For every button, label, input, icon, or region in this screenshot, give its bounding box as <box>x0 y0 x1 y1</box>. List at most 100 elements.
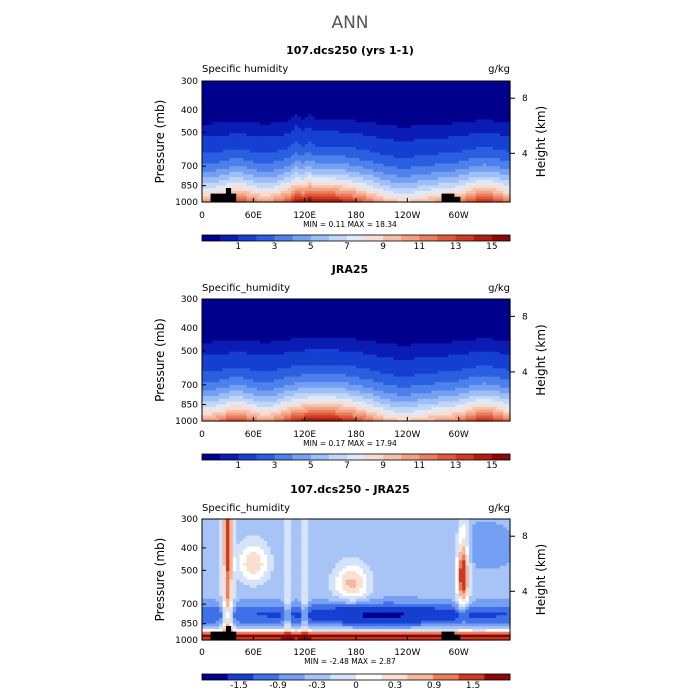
heatmap-cell <box>482 94 487 99</box>
heatmap-cell <box>492 89 497 93</box>
heatmap-cell <box>349 105 354 110</box>
heatmap-cell <box>273 83 278 88</box>
heatmap-cell <box>208 105 213 110</box>
heatmap-cell <box>503 133 508 137</box>
heatmap-cell <box>475 125 480 129</box>
heatmap-cell <box>325 136 330 140</box>
heatmap-cell <box>236 100 241 104</box>
heatmap-cell <box>373 133 378 137</box>
heatmap-cell <box>297 119 302 123</box>
heatmap-cell <box>386 81 391 85</box>
heatmap-cell <box>379 119 384 123</box>
heatmap-cell <box>335 125 340 129</box>
heatmap-cell <box>290 100 295 104</box>
heatmap-cell <box>414 103 419 107</box>
heatmap-cell <box>219 108 224 112</box>
heatmap-cell <box>212 97 217 101</box>
heatmap-cell <box>410 114 415 118</box>
heatmap-cell <box>373 89 378 93</box>
heatmap-cell <box>280 94 285 99</box>
heatmap-cell <box>400 116 405 121</box>
heatmap-cell <box>441 141 446 145</box>
heatmap-cell <box>314 111 319 115</box>
heatmap-cell <box>410 119 415 123</box>
heatmap-cell <box>475 108 480 112</box>
heatmap-cell <box>465 100 470 104</box>
heatmap-cell <box>506 119 511 123</box>
heatmap-cell <box>294 127 299 132</box>
heatmap-cell <box>455 125 460 129</box>
heatmap-cell <box>236 122 241 126</box>
heatmap-cell <box>342 147 347 151</box>
heatmap-cell <box>400 119 405 123</box>
heatmap-cell <box>332 141 337 145</box>
heatmap-cell <box>482 92 487 96</box>
heatmap-cell <box>499 136 504 140</box>
heatmap-cell <box>366 144 371 148</box>
heatmap-cell <box>468 100 473 104</box>
heatmap-cell <box>503 136 508 140</box>
heatmap-cell <box>458 122 463 126</box>
heatmap-cell <box>359 119 364 123</box>
heatmap-cell <box>260 144 265 148</box>
colorbar-swatch <box>473 235 493 241</box>
heatmap-cell <box>434 122 439 126</box>
heatmap-cell <box>462 133 467 137</box>
heatmap-cell <box>314 105 319 110</box>
heatmap-cell <box>225 125 230 129</box>
heatmap-cell <box>390 136 395 140</box>
heatmap-cell <box>486 119 491 123</box>
heatmap-cell <box>284 119 289 123</box>
heatmap-cell <box>290 111 295 115</box>
heatmap-cell <box>277 147 282 151</box>
heatmap-cell <box>489 103 494 107</box>
heatmap-cell <box>475 116 480 121</box>
heatmap-cell <box>225 114 230 118</box>
heatmap-cell <box>290 116 295 121</box>
heatmap-cell <box>222 105 227 110</box>
heatmap-cell <box>342 86 347 90</box>
heatmap-cell <box>294 94 299 99</box>
heatmap-cell <box>486 122 491 126</box>
heatmap-cell <box>393 114 398 118</box>
heatmap-cell <box>311 103 316 107</box>
heatmap-cell <box>202 114 207 118</box>
heatmap-cell <box>280 119 285 123</box>
heatmap-cell <box>219 103 224 107</box>
heatmap-cell <box>434 114 439 118</box>
heatmap-cell <box>448 116 453 121</box>
heatmap-cell <box>455 138 460 143</box>
heatmap-cell <box>294 116 299 121</box>
heatmap-cell <box>332 127 337 132</box>
heatmap-cell <box>427 136 432 140</box>
heatmap-cell <box>256 100 261 104</box>
heatmap-cell <box>356 119 361 123</box>
heatmap-cell <box>465 119 470 123</box>
heatmap-cell <box>448 114 453 118</box>
heatmap-cell <box>417 133 422 137</box>
colorbar-swatch <box>401 235 420 241</box>
heatmap-cell <box>304 94 309 99</box>
heatmap-cell <box>239 111 244 115</box>
heatmap-cell <box>356 81 361 85</box>
heatmap-cell <box>434 100 439 104</box>
heatmap-cell <box>431 144 436 148</box>
heatmap-cell <box>352 116 357 121</box>
heatmap-cell <box>215 138 220 143</box>
heatmap-cell <box>338 122 343 126</box>
heatmap-cell <box>441 138 446 143</box>
heatmap-cell <box>243 127 248 132</box>
heatmap-cell <box>290 144 295 148</box>
heatmap-cell <box>417 119 422 123</box>
heatmap-cell <box>397 89 402 93</box>
heatmap-cell <box>345 114 350 118</box>
heatmap-cell <box>236 111 241 115</box>
heatmap-cell <box>308 116 313 121</box>
heatmap-cell <box>314 133 319 137</box>
heatmap-cell <box>458 141 463 145</box>
heatmap-cell <box>215 144 220 148</box>
heatmap-cell <box>277 89 282 93</box>
heatmap-cell <box>212 119 217 123</box>
heatmap-cell <box>212 86 217 90</box>
heatmap-cell <box>253 100 258 104</box>
